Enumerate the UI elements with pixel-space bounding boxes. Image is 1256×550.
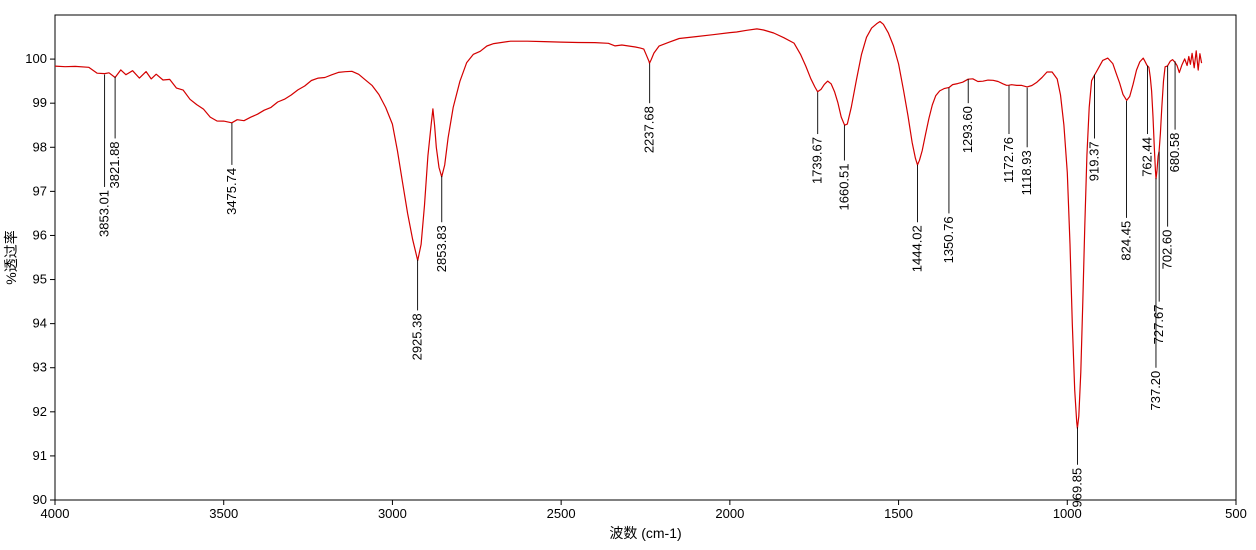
- svg-text:919.37: 919.37: [1086, 141, 1101, 181]
- svg-text:500: 500: [1225, 506, 1247, 521]
- svg-text:99: 99: [33, 95, 47, 110]
- svg-text:762.44: 762.44: [1139, 137, 1154, 177]
- svg-text:1350.76: 1350.76: [941, 216, 956, 263]
- svg-text:92: 92: [33, 404, 47, 419]
- svg-text:2925.38: 2925.38: [410, 313, 425, 360]
- svg-text:2853.83: 2853.83: [434, 225, 449, 272]
- svg-text:1660.51: 1660.51: [836, 164, 851, 211]
- svg-text:97: 97: [33, 183, 47, 198]
- svg-text:1739.67: 1739.67: [810, 137, 825, 184]
- ir-spectrum-chart: 4000350030002500200015001000500909192939…: [0, 0, 1256, 550]
- svg-text:95: 95: [33, 272, 47, 287]
- svg-text:90: 90: [33, 492, 47, 507]
- svg-text:1118.93: 1118.93: [1019, 150, 1034, 195]
- svg-text:702.60: 702.60: [1160, 230, 1175, 270]
- svg-text:91: 91: [33, 448, 47, 463]
- svg-text:1500: 1500: [884, 506, 913, 521]
- svg-text:3853.01: 3853.01: [97, 190, 112, 237]
- svg-text:93: 93: [33, 360, 47, 375]
- svg-text:96: 96: [33, 227, 47, 242]
- svg-text:1444.02: 1444.02: [909, 225, 924, 272]
- svg-text:824.45: 824.45: [1119, 221, 1134, 261]
- svg-text:100: 100: [25, 51, 47, 66]
- svg-text:3500: 3500: [209, 506, 238, 521]
- svg-text:1293.60: 1293.60: [960, 106, 975, 153]
- svg-text:4000: 4000: [41, 506, 70, 521]
- svg-text:波数 (cm-1): 波数 (cm-1): [609, 525, 681, 541]
- svg-text:94: 94: [33, 316, 47, 331]
- svg-text:%透过率: %透过率: [3, 230, 19, 284]
- svg-text:3000: 3000: [378, 506, 407, 521]
- svg-text:2237.68: 2237.68: [642, 106, 657, 153]
- svg-text:3821.88: 3821.88: [107, 141, 122, 188]
- spectrum-svg: 4000350030002500200015001000500909192939…: [0, 0, 1256, 550]
- svg-text:98: 98: [33, 139, 47, 154]
- svg-text:969.85: 969.85: [1069, 468, 1084, 508]
- svg-text:727.67: 727.67: [1151, 305, 1166, 345]
- svg-text:680.58: 680.58: [1167, 133, 1182, 173]
- svg-text:2000: 2000: [715, 506, 744, 521]
- svg-text:3475.74: 3475.74: [224, 168, 239, 215]
- svg-text:1172.76: 1172.76: [1001, 137, 1016, 183]
- svg-text:737.20: 737.20: [1148, 371, 1163, 411]
- svg-text:2500: 2500: [547, 506, 576, 521]
